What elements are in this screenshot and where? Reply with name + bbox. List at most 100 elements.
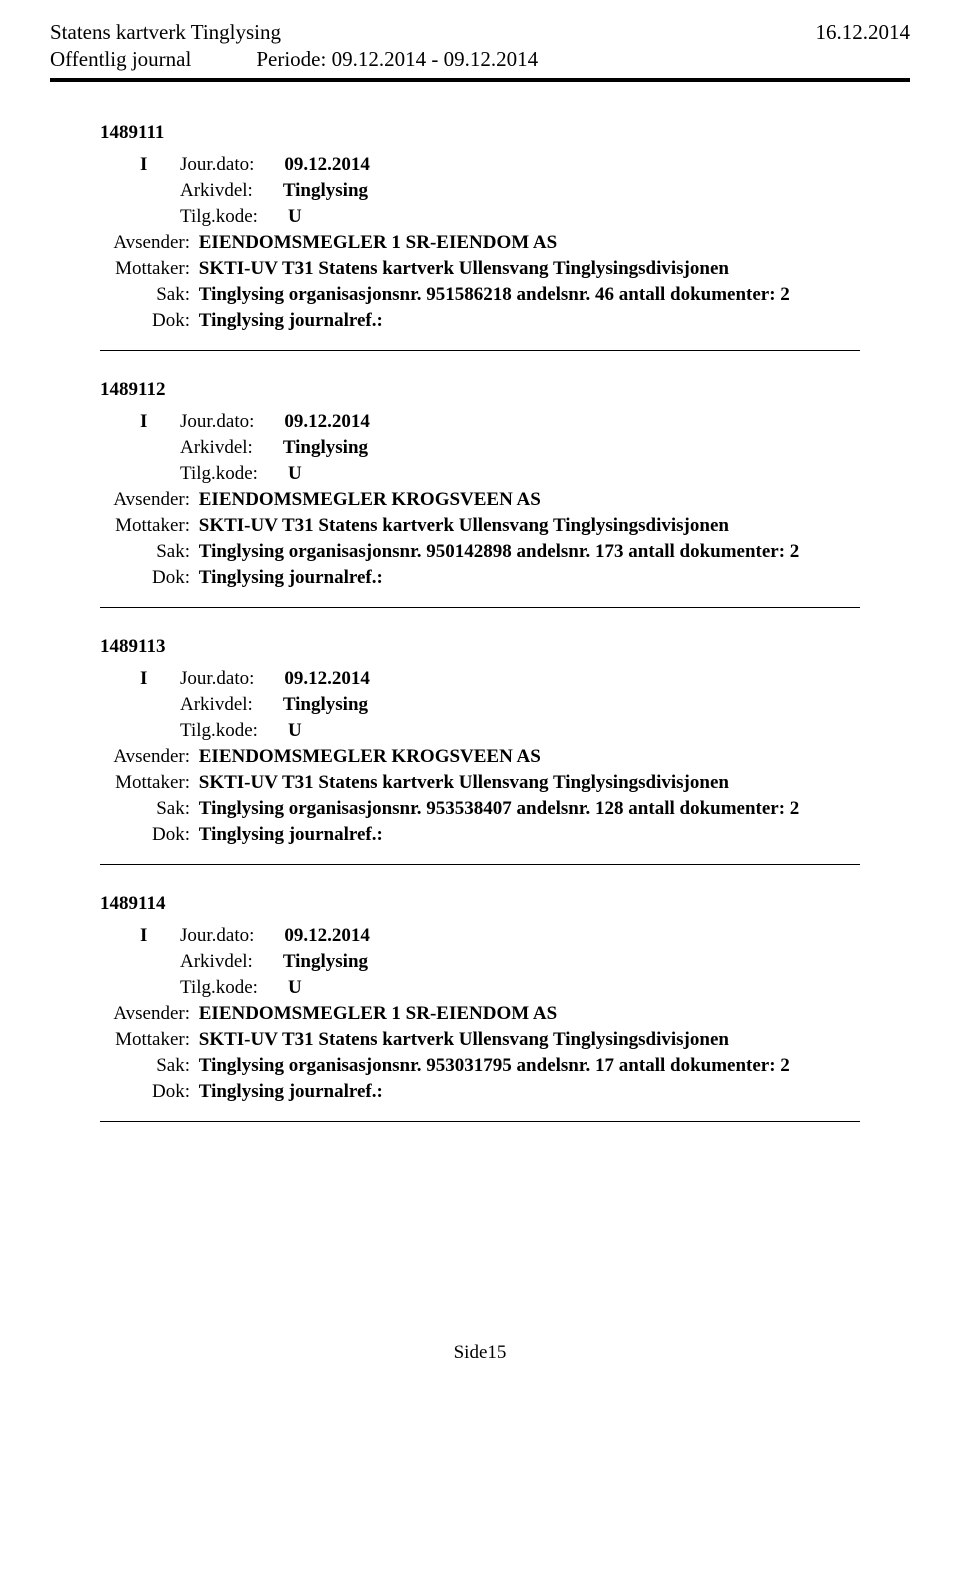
journal-entry: 1489113 I Jour.dato: 09.12.2014 Arkivdel… bbox=[100, 636, 910, 846]
page-container: Statens kartverk Tinglysing 16.12.2014 O… bbox=[0, 0, 960, 1404]
jour-dato-value: 09.12.2014 bbox=[284, 668, 370, 690]
entry-jour-row: I Jour.dato: 09.12.2014 bbox=[140, 154, 910, 176]
header-row-2: Offentlig journal Periode: 09.12.2014 - … bbox=[50, 47, 910, 72]
jour-dato-value: 09.12.2014 bbox=[284, 925, 370, 947]
entry-direction: I bbox=[140, 925, 180, 947]
tilgkode-value: U bbox=[288, 206, 302, 228]
entry-separator bbox=[100, 1121, 860, 1122]
entry-avsender-row: Avsender: EIENDOMSMEGLER 1 SR-EIENDOM AS bbox=[100, 1003, 910, 1025]
entry-dok-row: Dok: Tinglysing journalref.: bbox=[100, 310, 910, 332]
tilgkode-label: Tilg.kode: bbox=[180, 206, 258, 228]
journal-entry: 1489114 I Jour.dato: 09.12.2014 Arkivdel… bbox=[100, 893, 910, 1103]
entry-dok-row: Dok: Tinglysing journalref.: bbox=[100, 1081, 910, 1103]
sak-label: Sak: bbox=[100, 1055, 190, 1077]
entry-sak-row: Sak: Tinglysing organisasjonsnr. 9501428… bbox=[100, 541, 910, 563]
entry-arkivdel-row: Arkivdel: Tinglysing bbox=[140, 437, 910, 459]
entry-id: 1489114 bbox=[100, 893, 910, 915]
entry-jour-row: I Jour.dato: 09.12.2014 bbox=[140, 668, 910, 690]
avsender-value: EIENDOMSMEGLER 1 SR-EIENDOM AS bbox=[199, 232, 557, 253]
header-subtitle: Offentlig journal bbox=[50, 47, 191, 72]
entry-mottaker-row: Mottaker: SKTI-UV T31 Statens kartverk U… bbox=[100, 515, 910, 537]
header-period: Periode: 09.12.2014 - 09.12.2014 bbox=[256, 47, 538, 72]
entry-jour-row: I Jour.dato: 09.12.2014 bbox=[140, 411, 910, 433]
mottaker-label: Mottaker: bbox=[100, 772, 190, 794]
arkivdel-value: Tinglysing bbox=[283, 951, 368, 973]
arkivdel-value: Tinglysing bbox=[283, 694, 368, 716]
dok-label: Dok: bbox=[100, 567, 190, 589]
tilgkode-label: Tilg.kode: bbox=[180, 720, 258, 742]
mottaker-value: SKTI-UV T31 Statens kartverk Ullensvang … bbox=[199, 1029, 729, 1050]
tilgkode-label: Tilg.kode: bbox=[180, 463, 258, 485]
entry-separator bbox=[100, 350, 860, 351]
dok-value: Tinglysing journalref.: bbox=[199, 1081, 383, 1102]
page-number: Side15 bbox=[454, 1342, 507, 1363]
tilgkode-value: U bbox=[288, 720, 302, 742]
avsender-label: Avsender: bbox=[100, 1003, 190, 1025]
tilgkode-value: U bbox=[288, 463, 302, 485]
jour-dato-label: Jour.dato: bbox=[180, 411, 254, 433]
avsender-value: EIENDOMSMEGLER KROGSVEEN AS bbox=[199, 746, 541, 767]
sak-value: Tinglysing organisasjonsnr. 950142898 an… bbox=[199, 541, 800, 562]
entry-sak-row: Sak: Tinglysing organisasjonsnr. 9530317… bbox=[100, 1055, 910, 1077]
avsender-label: Avsender: bbox=[100, 489, 190, 511]
sak-value: Tinglysing organisasjonsnr. 951586218 an… bbox=[199, 284, 790, 305]
arkivdel-label: Arkivdel: bbox=[180, 437, 253, 459]
entry-tilgkode-row: Tilg.kode: U bbox=[140, 977, 910, 999]
dok-value: Tinglysing journalref.: bbox=[199, 567, 383, 588]
dok-label: Dok: bbox=[100, 310, 190, 332]
entry-tilgkode-row: Tilg.kode: U bbox=[140, 463, 910, 485]
mottaker-value: SKTI-UV T31 Statens kartverk Ullensvang … bbox=[199, 258, 729, 279]
entry-id: 1489111 bbox=[100, 122, 910, 144]
mottaker-value: SKTI-UV T31 Statens kartverk Ullensvang … bbox=[199, 515, 729, 536]
header-row-1: Statens kartverk Tinglysing 16.12.2014 bbox=[50, 20, 910, 45]
mottaker-label: Mottaker: bbox=[100, 258, 190, 280]
entry-separator bbox=[100, 864, 860, 865]
entry-id: 1489113 bbox=[100, 636, 910, 658]
avsender-label: Avsender: bbox=[100, 746, 190, 768]
arkivdel-value: Tinglysing bbox=[283, 437, 368, 459]
mottaker-label: Mottaker: bbox=[100, 1029, 190, 1051]
entry-tilgkode-row: Tilg.kode: U bbox=[140, 720, 910, 742]
jour-dato-label: Jour.dato: bbox=[180, 668, 254, 690]
journal-entry: 1489111 I Jour.dato: 09.12.2014 Arkivdel… bbox=[100, 122, 910, 332]
entry-tilgkode-row: Tilg.kode: U bbox=[140, 206, 910, 228]
mottaker-label: Mottaker: bbox=[100, 515, 190, 537]
entry-avsender-row: Avsender: EIENDOMSMEGLER KROGSVEEN AS bbox=[100, 489, 910, 511]
entry-direction: I bbox=[140, 154, 180, 176]
dok-label: Dok: bbox=[100, 1081, 190, 1103]
sak-label: Sak: bbox=[100, 798, 190, 820]
entry-jour-row: I Jour.dato: 09.12.2014 bbox=[140, 925, 910, 947]
entry-arkivdel-row: Arkivdel: Tinglysing bbox=[140, 951, 910, 973]
entry-mottaker-row: Mottaker: SKTI-UV T31 Statens kartverk U… bbox=[100, 772, 910, 794]
sak-value: Tinglysing organisasjonsnr. 953031795 an… bbox=[199, 1055, 790, 1076]
entry-avsender-row: Avsender: EIENDOMSMEGLER KROGSVEEN AS bbox=[100, 746, 910, 768]
avsender-value: EIENDOMSMEGLER 1 SR-EIENDOM AS bbox=[199, 1003, 557, 1024]
jour-dato-value: 09.12.2014 bbox=[284, 411, 370, 433]
avsender-label: Avsender: bbox=[100, 232, 190, 254]
arkivdel-label: Arkivdel: bbox=[180, 180, 253, 202]
entry-mottaker-row: Mottaker: SKTI-UV T31 Statens kartverk U… bbox=[100, 258, 910, 280]
entry-direction: I bbox=[140, 668, 180, 690]
entry-arkivdel-row: Arkivdel: Tinglysing bbox=[140, 180, 910, 202]
dok-value: Tinglysing journalref.: bbox=[199, 824, 383, 845]
sak-label: Sak: bbox=[100, 284, 190, 306]
sak-value: Tinglysing organisasjonsnr. 953538407 an… bbox=[199, 798, 800, 819]
jour-dato-label: Jour.dato: bbox=[180, 154, 254, 176]
entry-direction: I bbox=[140, 411, 180, 433]
arkivdel-label: Arkivdel: bbox=[180, 694, 253, 716]
entry-dok-row: Dok: Tinglysing journalref.: bbox=[100, 824, 910, 846]
arkivdel-label: Arkivdel: bbox=[180, 951, 253, 973]
entry-separator bbox=[100, 607, 860, 608]
jour-dato-value: 09.12.2014 bbox=[284, 154, 370, 176]
entry-sak-row: Sak: Tinglysing organisasjonsnr. 9535384… bbox=[100, 798, 910, 820]
entry-sak-row: Sak: Tinglysing organisasjonsnr. 9515862… bbox=[100, 284, 910, 306]
header-date: 16.12.2014 bbox=[816, 20, 911, 45]
entry-id: 1489112 bbox=[100, 379, 910, 401]
journal-entry: 1489112 I Jour.dato: 09.12.2014 Arkivdel… bbox=[100, 379, 910, 589]
entry-dok-row: Dok: Tinglysing journalref.: bbox=[100, 567, 910, 589]
mottaker-value: SKTI-UV T31 Statens kartverk Ullensvang … bbox=[199, 772, 729, 793]
tilgkode-label: Tilg.kode: bbox=[180, 977, 258, 999]
entry-arkivdel-row: Arkivdel: Tinglysing bbox=[140, 694, 910, 716]
entries-container: 1489111 I Jour.dato: 09.12.2014 Arkivdel… bbox=[50, 122, 910, 1122]
entry-mottaker-row: Mottaker: SKTI-UV T31 Statens kartverk U… bbox=[100, 1029, 910, 1051]
